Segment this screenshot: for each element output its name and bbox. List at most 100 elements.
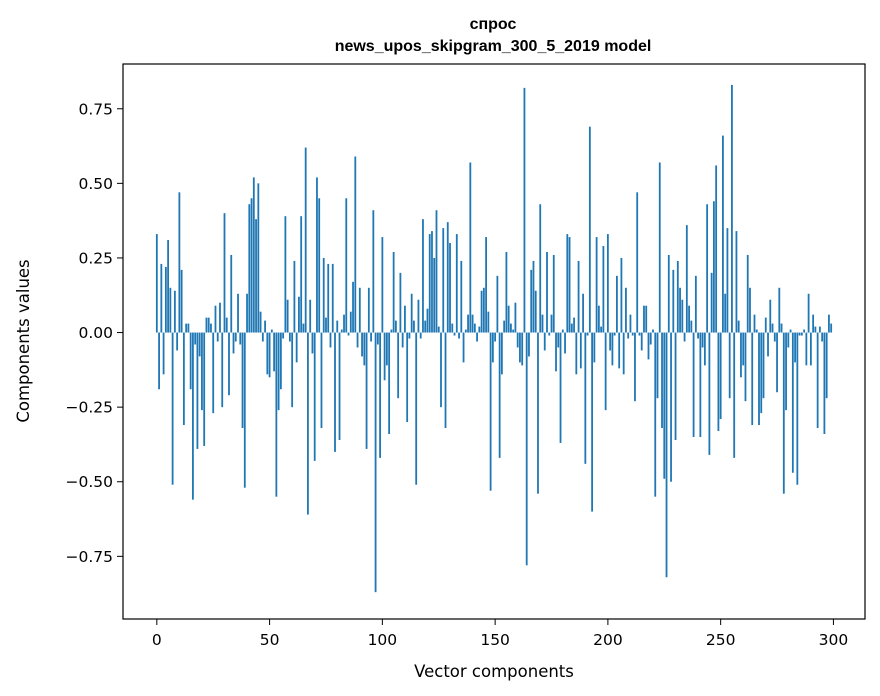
- bar: [473, 323, 476, 333]
- bar: [442, 228, 445, 333]
- bar: [586, 332, 589, 336]
- bar: [674, 332, 677, 440]
- bar: [408, 332, 411, 339]
- bar: [455, 234, 458, 333]
- bar: [582, 293, 584, 333]
- bar: [701, 332, 704, 348]
- bar: [313, 332, 316, 461]
- bar: [758, 332, 760, 426]
- bar: [825, 332, 828, 399]
- bar: [160, 263, 163, 333]
- bar: [469, 162, 472, 333]
- bar: [340, 329, 343, 333]
- bar: [728, 332, 731, 399]
- bar: [620, 257, 623, 333]
- bar: [818, 326, 821, 333]
- bar: [261, 332, 264, 342]
- y-tick-label: −0.25: [66, 399, 114, 417]
- bar: [809, 332, 812, 366]
- bar: [196, 332, 199, 449]
- bar: [670, 332, 672, 482]
- plot-frame: [122, 63, 866, 620]
- bar: [570, 323, 573, 333]
- chart-subtitle: news_upos_skipgram_300_5_2019 model: [335, 38, 652, 55]
- bar: [410, 293, 413, 333]
- bar: [798, 332, 801, 336]
- bar: [717, 332, 720, 432]
- bar: [600, 326, 603, 333]
- y-tick-label: 0.25: [78, 249, 113, 267]
- bar: [823, 332, 826, 434]
- bar: [464, 329, 467, 333]
- bar: [243, 332, 246, 488]
- bar: [643, 305, 645, 333]
- bar: [602, 246, 605, 333]
- bar: [787, 332, 790, 348]
- bar: [194, 332, 197, 345]
- bar: [404, 305, 406, 333]
- bar: [399, 272, 402, 333]
- bar: [189, 332, 192, 390]
- bar: [158, 332, 160, 390]
- x-tick-label: 50: [260, 631, 280, 649]
- bar: [767, 332, 769, 357]
- bar: [789, 329, 792, 333]
- bar: [568, 237, 571, 333]
- bar: [259, 311, 262, 333]
- bar: [532, 260, 535, 333]
- bar: [498, 332, 501, 458]
- bar: [710, 272, 713, 333]
- bar: [460, 260, 463, 333]
- bar: [611, 332, 614, 366]
- bar: [528, 332, 530, 357]
- bar: [309, 299, 312, 333]
- bar: [773, 332, 776, 342]
- bar: [476, 332, 478, 342]
- bar: [694, 275, 697, 333]
- bar: [449, 243, 451, 333]
- bar: [228, 332, 230, 396]
- bar: [667, 254, 670, 333]
- bar: [311, 332, 314, 354]
- bar: [282, 332, 285, 339]
- bar: [489, 332, 492, 491]
- bar: [374, 332, 377, 593]
- bar: [431, 231, 433, 333]
- bar: [579, 332, 582, 369]
- bar: [539, 204, 542, 333]
- bar: [270, 329, 273, 333]
- bar: [746, 254, 749, 333]
- bar: [322, 257, 325, 333]
- bar: [358, 287, 361, 333]
- bar: [663, 332, 666, 479]
- bar: [426, 308, 429, 333]
- bar: [428, 234, 431, 333]
- bar: [279, 332, 282, 390]
- bar: [740, 332, 742, 378]
- bar: [482, 287, 485, 333]
- bar: [216, 332, 219, 342]
- bar: [424, 320, 427, 333]
- bar: [307, 332, 309, 515]
- bar: [433, 257, 436, 333]
- y-tick-label: 0.50: [78, 175, 113, 193]
- bar: [318, 198, 321, 333]
- bar: [564, 332, 566, 354]
- bar: [415, 332, 418, 485]
- bar: [467, 314, 469, 333]
- bar: [830, 323, 833, 333]
- bar: [241, 332, 244, 429]
- bar: [478, 326, 481, 333]
- bar: [376, 332, 379, 345]
- bar: [435, 210, 438, 333]
- bar: [719, 332, 722, 420]
- bar: [753, 314, 756, 333]
- bar: [291, 332, 294, 408]
- bar: [388, 332, 391, 434]
- bar: [334, 332, 336, 452]
- bar: [519, 332, 521, 363]
- bar: [654, 332, 657, 497]
- bar: [162, 332, 165, 375]
- bar: [320, 332, 323, 429]
- bar: [255, 219, 257, 333]
